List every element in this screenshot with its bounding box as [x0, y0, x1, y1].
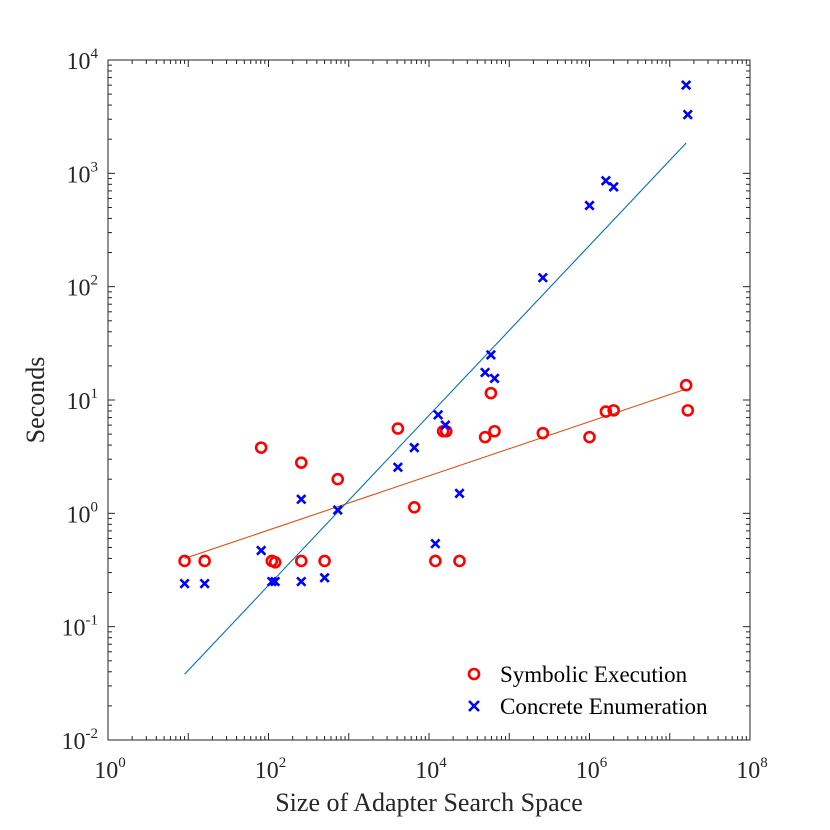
point-concrete-enumeration	[489, 373, 500, 384]
point-symbolic-execution	[294, 456, 308, 469]
point-symbolic-execution	[599, 405, 613, 418]
point-symbolic-execution	[536, 426, 550, 440]
point-concrete-enumeration	[430, 538, 441, 549]
tick-labels: 100 102 104 106 108 10-2 10-1 100 101 102 103 104	[62, 46, 768, 784]
point-concrete-enumeration	[270, 576, 281, 587]
ticks	[107, 59, 751, 741]
point-concrete-enumeration	[584, 200, 595, 211]
point-concrete-enumeration	[199, 578, 210, 589]
point-symbolic-execution	[294, 554, 308, 568]
point-concrete-enumeration	[440, 420, 451, 431]
point-symbolic-execution	[478, 430, 492, 444]
point-symbolic-execution	[198, 554, 211, 568]
point-concrete-enumeration	[485, 349, 497, 361]
y-tick-label: 103	[67, 159, 99, 188]
x-axis-title: Size of Adapter Search Space	[275, 788, 583, 817]
x-tick-label: 106	[576, 755, 608, 784]
point-concrete-enumeration	[392, 462, 404, 473]
point-concrete-enumeration	[537, 272, 548, 283]
point-concrete-enumeration	[266, 576, 277, 587]
y-tick-label: 101	[67, 386, 99, 415]
legend-marker-symbolic-execution	[467, 667, 481, 681]
point-concrete-enumeration	[409, 442, 420, 453]
legend: Symbolic Execution Concrete Enumeration	[467, 662, 708, 719]
y-tick-label: 100	[67, 499, 99, 528]
point-symbolic-execution	[607, 404, 620, 417]
y-tick-label: 104	[67, 46, 99, 75]
point-symbolic-execution	[453, 554, 466, 568]
y-axis-title: Seconds	[21, 357, 50, 444]
point-symbolic-execution	[391, 422, 405, 435]
point-symbolic-execution	[484, 386, 498, 400]
point-symbolic-execution	[679, 378, 693, 392]
point-symbolic-execution	[429, 554, 442, 568]
fit-line-symbolic-execution	[184, 388, 687, 559]
point-symbolic-execution	[681, 404, 695, 417]
point-symbolic-execution	[583, 430, 596, 444]
point-symbolic-execution	[268, 555, 282, 569]
x-tick-label: 100	[94, 755, 126, 784]
point-concrete-enumeration	[454, 488, 465, 499]
point-symbolic-execution	[318, 554, 331, 568]
point-concrete-enumeration	[608, 181, 619, 192]
point-concrete-enumeration	[479, 367, 491, 378]
point-concrete-enumeration	[332, 504, 343, 516]
point-symbolic-execution	[408, 501, 421, 514]
point-concrete-enumeration	[319, 572, 330, 583]
point-concrete-enumeration	[296, 494, 307, 505]
plot-area	[108, 60, 750, 740]
point-symbolic-execution	[178, 554, 191, 568]
y-tick-label: 102	[67, 273, 99, 302]
y-tick-label: 10-2	[62, 726, 99, 755]
point-concrete-enumeration	[433, 409, 444, 420]
point-symbolic-execution	[488, 424, 501, 438]
y-tick-label: 10-1	[62, 613, 99, 642]
point-symbolic-execution	[254, 441, 268, 454]
point-symbolic-execution	[331, 472, 345, 486]
legend-label-symbolic-execution: Symbolic Execution	[500, 662, 688, 687]
point-concrete-enumeration	[256, 545, 267, 556]
legend-label-concrete-enumeration: Concrete Enumeration	[500, 694, 708, 719]
x-tick-label: 108	[736, 755, 768, 784]
point-concrete-enumeration	[681, 80, 692, 91]
point-concrete-enumeration	[179, 578, 190, 589]
point-concrete-enumeration	[682, 109, 693, 120]
legend-marker-concrete-enumeration	[468, 700, 480, 712]
data-points	[178, 80, 695, 589]
point-concrete-enumeration	[296, 576, 307, 587]
x-tick-label: 104	[415, 755, 447, 784]
x-tick-label: 102	[255, 755, 287, 784]
